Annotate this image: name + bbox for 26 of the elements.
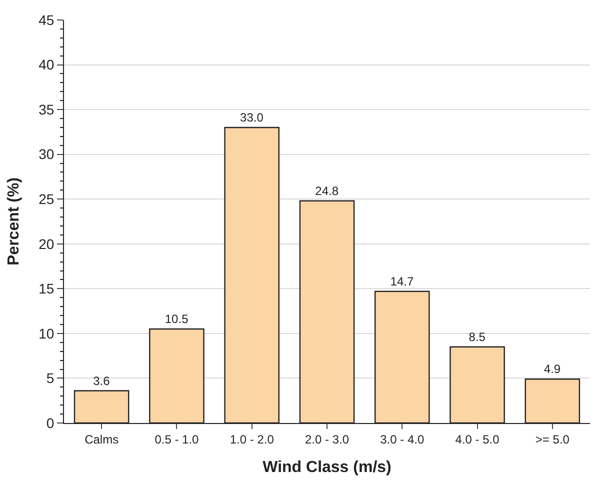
y-tick-label: 30: [38, 146, 54, 162]
data-label: 33.0: [240, 110, 264, 124]
x-axis-title: Wind Class (m/s): [262, 459, 392, 476]
y-tick-label: 10: [38, 325, 54, 342]
data-label: 4.9: [544, 362, 561, 376]
data-label: 24.8: [315, 184, 339, 198]
y-tick-label: 45: [38, 12, 54, 28]
data-label: 10.5: [164, 312, 189, 326]
x-tick-label: 3.0 - 4.0: [380, 432, 424, 446]
x-tick-label: Calms: [84, 432, 119, 446]
data-label: 14.7: [390, 274, 414, 288]
y-tick-label: 40: [38, 56, 54, 73]
y-tick-label: 25: [38, 191, 54, 208]
x-tick-label: 2.0 - 3.0: [304, 432, 350, 446]
y-axis-title: Percent (%): [6, 177, 23, 266]
y-tick-label: 20: [38, 236, 54, 252]
data-label: 8.5: [468, 330, 486, 344]
x-tick-label: >= 5.0: [535, 432, 570, 446]
x-tick-label: 1.0 - 2.0: [230, 432, 274, 446]
y-tick-label: 15: [38, 280, 54, 297]
y-tick-label: 5: [46, 370, 54, 386]
x-tick-label: 0.5 - 1.0: [154, 432, 200, 446]
y-tick-label: 0: [46, 414, 54, 431]
y-tick-label: 35: [38, 101, 54, 118]
x-tick-label: 4.0 - 5.0: [455, 432, 500, 446]
data-label: 3.6: [93, 374, 110, 388]
